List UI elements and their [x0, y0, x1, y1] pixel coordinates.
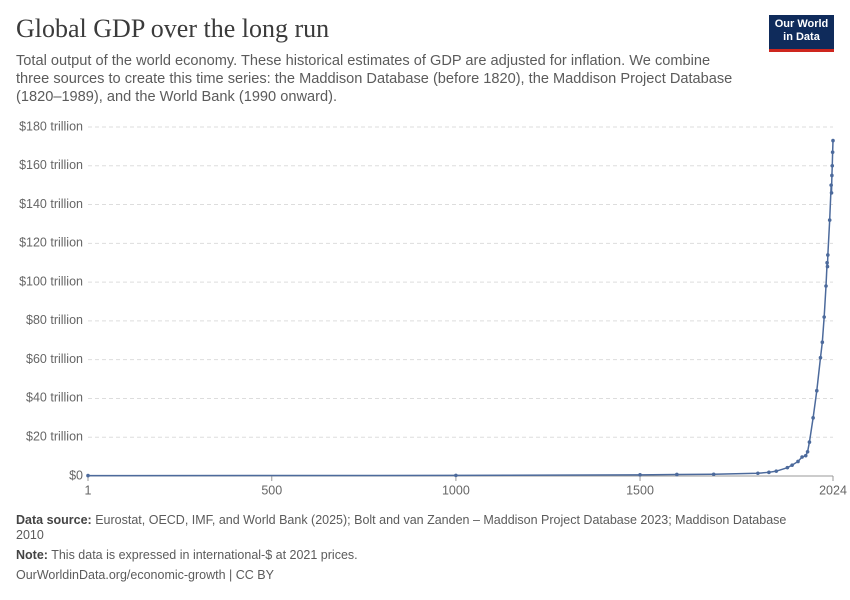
- footer: Data source: Eurostat, OECD, IMF, and Wo…: [16, 513, 816, 588]
- data-point: [811, 416, 815, 420]
- data-point: [818, 355, 823, 360]
- data-point: [814, 388, 819, 393]
- note: Note: This data is expressed in internat…: [16, 548, 816, 563]
- data-point: [825, 264, 830, 269]
- y-tick-label: $0: [69, 468, 83, 482]
- data-line: [87, 140, 834, 477]
- url[interactable]: OurWorldinData.org/economic-growth | CC …: [16, 568, 274, 582]
- source-text: Eurostat, OECD, IMF, and World Bank (202…: [16, 513, 787, 542]
- x-tick-label: 1500: [626, 483, 654, 497]
- data-point: [454, 473, 458, 478]
- logo-text: in Data: [783, 31, 820, 43]
- data-point: [774, 469, 779, 473]
- chart-subtitle: Total output of the world economy. These…: [16, 53, 733, 105]
- data-point: [826, 253, 830, 257]
- data-point: [822, 315, 826, 319]
- y-tick-label: $40 trillion: [26, 391, 83, 405]
- data-point: [803, 453, 808, 458]
- data-point: [824, 284, 828, 288]
- data-point: [827, 218, 832, 222]
- y-tick-label: $120 trillion: [19, 236, 83, 250]
- data-point: [830, 163, 835, 168]
- data-point: [805, 449, 810, 454]
- y-tick-label: $20 trillion: [26, 430, 83, 444]
- note-label: Note:: [16, 548, 48, 562]
- logo-text: Our World: [774, 18, 829, 30]
- data-point: [820, 340, 825, 345]
- source: Data source: Eurostat, OECD, IMF, and Wo…: [16, 513, 816, 543]
- y-tick-label: $180 trillion: [19, 119, 83, 133]
- note-text: This data is expressed in international-…: [51, 548, 358, 562]
- data-point: [829, 191, 834, 195]
- data-point: [638, 473, 642, 477]
- x-tick-label: 1000: [442, 483, 470, 497]
- data-point: [825, 260, 829, 265]
- x-tick-label: 500: [261, 483, 282, 497]
- y-tick-label: $100 trillion: [19, 274, 83, 288]
- x-tick-label: 1: [85, 483, 92, 497]
- data-point: [830, 173, 834, 178]
- data-point: [86, 473, 90, 478]
- data-point: [785, 465, 790, 470]
- data-point: [675, 472, 679, 477]
- data-point: [796, 459, 800, 464]
- x-tick-label: 2024: [819, 483, 847, 497]
- y-tick-label: $160 trillion: [19, 158, 83, 172]
- y-tick-label: $140 trillion: [19, 197, 83, 211]
- data-point: [829, 183, 833, 187]
- data-point: [711, 472, 716, 477]
- data-point: [767, 470, 771, 475]
- data-point: [807, 440, 812, 444]
- logo[interactable]: Our World in Data: [769, 15, 834, 52]
- data-point: [831, 138, 835, 143]
- chart-title: Global GDP over the long run: [16, 14, 330, 43]
- data-point: [830, 150, 835, 155]
- data-point: [756, 471, 760, 476]
- y-tick-label: $60 trillion: [26, 352, 83, 366]
- data-point: [800, 455, 804, 459]
- y-tick-label: $80 trillion: [26, 313, 83, 327]
- data-point: [790, 463, 794, 467]
- source-label: Data source:: [16, 513, 92, 527]
